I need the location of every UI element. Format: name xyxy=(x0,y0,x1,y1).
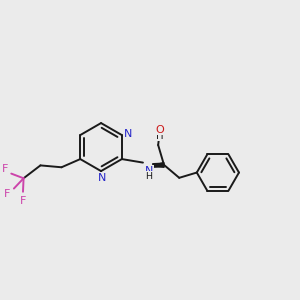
Text: O: O xyxy=(155,125,164,135)
Text: F: F xyxy=(4,189,10,199)
Text: N: N xyxy=(145,166,153,176)
Polygon shape xyxy=(152,163,164,167)
Text: H: H xyxy=(156,131,164,141)
Text: N: N xyxy=(98,172,106,182)
Text: F: F xyxy=(2,164,9,175)
Text: H: H xyxy=(145,172,152,181)
Text: N: N xyxy=(124,129,133,139)
Text: F: F xyxy=(20,196,26,206)
